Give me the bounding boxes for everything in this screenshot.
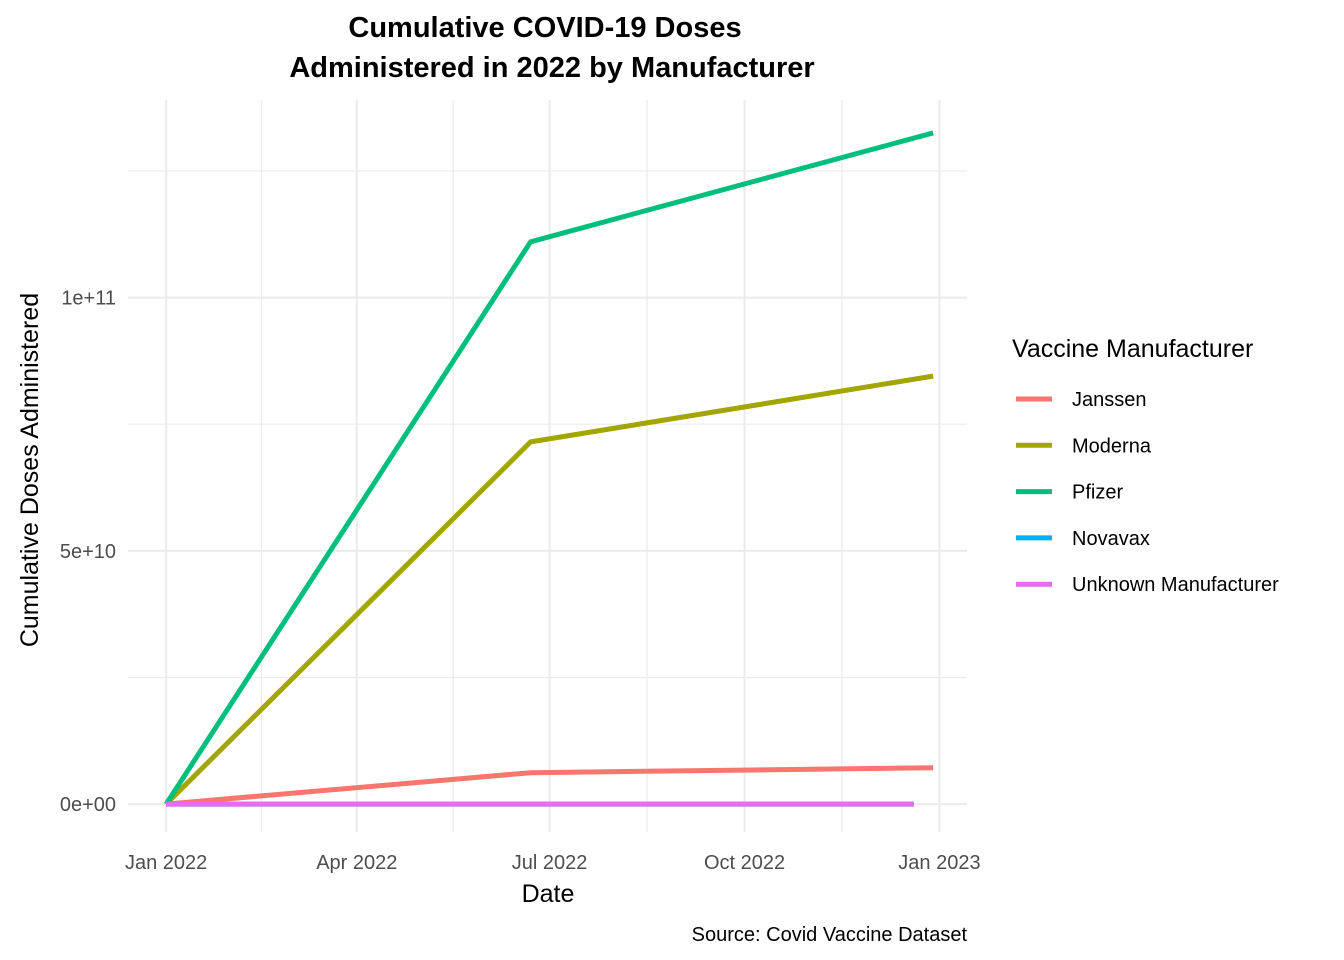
legend-title: Vaccine Manufacturer — [1012, 335, 1253, 363]
y-tick-label: 1e+11 — [61, 288, 116, 310]
y-axis-ticks: 0e+00 5e+10 1e+11 — [60, 288, 116, 817]
x-axis-ticks: Jan 2022 Apr 2022 Jul 2022 Oct 2022 Jan 2023 — [125, 852, 981, 874]
series-line-janssen — [165, 765, 934, 807]
caption: Source: Covid Vaccine Dataset — [692, 924, 968, 946]
x-tick-label: Jan 2022 — [125, 852, 207, 874]
series-layer — [164, 130, 934, 807]
series-line-pfizer — [164, 130, 934, 806]
y-axis-title: Cumulative Doses Administered — [16, 293, 44, 647]
legend-label: Novavax — [1072, 528, 1150, 550]
series-line-moderna — [164, 373, 934, 806]
x-tick-label: Jan 2023 — [898, 852, 980, 874]
x-tick-label: Oct 2022 — [704, 852, 785, 874]
y-tick-label: 0e+00 — [60, 794, 116, 816]
x-axis-title: Date — [522, 880, 575, 908]
legend-label: Janssen — [1072, 389, 1147, 411]
legend-label: Unknown Manufacturer — [1072, 574, 1279, 596]
y-tick-label: 5e+10 — [60, 541, 116, 563]
legend: Janssen Moderna Pfizer Novavax Unknown Manuf… — [1016, 389, 1279, 596]
chart-title-line-2: Administered in 2022 by Manufacturer — [289, 52, 814, 84]
x-tick-label: Apr 2022 — [316, 852, 397, 874]
chart-title-line-1: Cumulative COVID-19 Doses — [348, 12, 741, 44]
legend-label: Moderna — [1072, 435, 1152, 457]
legend-label: Pfizer — [1072, 482, 1123, 504]
grid — [128, 100, 967, 832]
x-tick-label: Jul 2022 — [512, 852, 588, 874]
